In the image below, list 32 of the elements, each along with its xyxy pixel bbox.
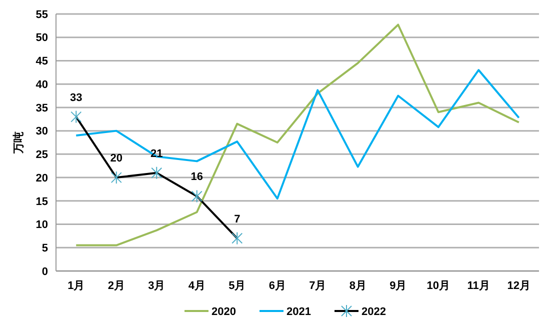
x-tick-label: 5月 [228,280,246,292]
y-axis-title: 万吨 [12,132,25,154]
x-tick-label: 9月 [390,280,407,292]
x-tick-label: 10月 [426,280,450,292]
x-tick-label: 6月 [268,280,286,292]
legend-label: 2022 [362,306,386,318]
data-label: 33 [70,92,82,104]
y-tick-label: 15 [36,196,48,208]
data-label: 16 [190,171,203,184]
y-tick-label: 50 [36,32,48,44]
data-label: 7 [234,213,240,226]
y-tick-label: 30 [36,126,48,138]
x-tick-label: 8月 [349,280,366,292]
legend-label: 2020 [212,306,236,318]
y-tick-label: 55 [36,8,48,21]
y-tick-label: 45 [36,56,48,68]
legend-label: 2021 [286,306,311,318]
data-label: 20 [110,152,122,165]
y-tick-label: 0 [42,266,48,278]
x-tick-label: 12月 [507,280,530,292]
x-tick-label: 3月 [148,280,166,292]
y-tick-label: 20 [36,172,48,184]
x-tick-label: 2月 [108,280,125,292]
y-tick-label: 10 [36,219,48,232]
y-tick-label: 35 [36,102,48,114]
x-tick-label: 4月 [188,280,206,292]
y-tick-label: 5 [42,242,48,254]
y-tick-label: 25 [36,149,48,162]
x-tick-label: 1月 [68,280,85,292]
x-tick-label: 7月 [309,280,326,292]
x-tick-label: 11月 [467,280,490,292]
y-tick-label: 40 [36,78,48,91]
